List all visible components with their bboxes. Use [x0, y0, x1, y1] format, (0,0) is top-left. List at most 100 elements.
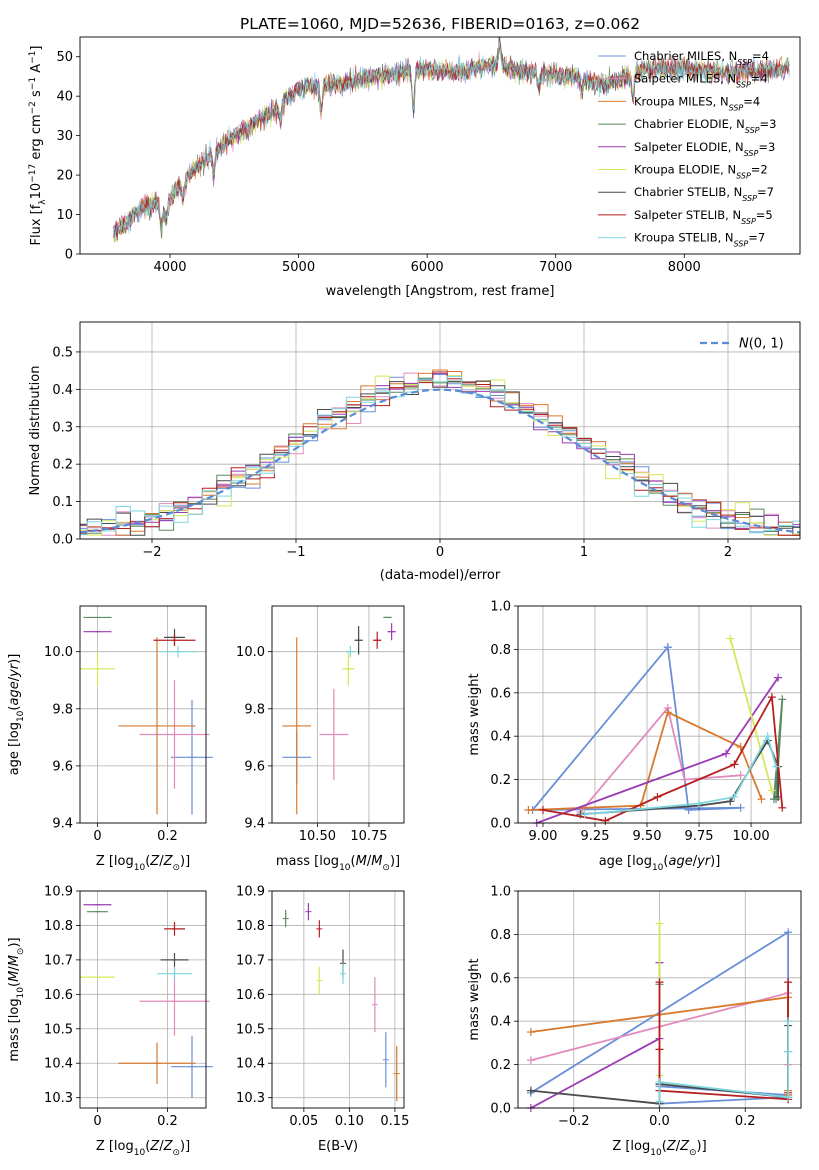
legend-entry: Salpeter ELODIE, NSSP=3 — [634, 140, 775, 158]
y-tick-label: 10.6 — [44, 988, 73, 1003]
legend-entry: Kroupa STELIB, NSSP=7 — [634, 231, 765, 249]
x-tick-label: 2 — [724, 545, 732, 560]
x-tick-label: 8000 — [668, 260, 701, 275]
weight-series-line — [542, 694, 784, 822]
x-tick-label: 0.10 — [335, 1114, 364, 1129]
weight-series-line — [579, 706, 741, 813]
y-tick-label: 10.7 — [236, 953, 265, 968]
x-tick-label: 0 — [436, 545, 444, 560]
y-tick-label: 20 — [56, 169, 73, 184]
x-tick-label: 9.00 — [528, 829, 557, 844]
y-tick-label: 0.8 — [490, 928, 511, 943]
legend-entry: Chabrier STELIB, NSSP=7 — [634, 185, 774, 203]
x-tick-label: 0.15 — [380, 1114, 409, 1129]
y-tick-label: 0.6 — [490, 686, 511, 701]
x-tick-label: 9.25 — [581, 829, 610, 844]
weight-point-marker — [653, 792, 662, 801]
y-tick-label: 10.7 — [44, 953, 73, 968]
x-tick-label: 4000 — [153, 260, 186, 275]
weight-point-marker — [784, 1047, 793, 1056]
y-tick-label: 10.0 — [236, 645, 265, 660]
axes-frame — [79, 605, 207, 824]
axes-frame — [271, 890, 405, 1109]
legend-entry: Kroupa ELODIE, NSSP=2 — [634, 163, 768, 181]
legend-entry: Chabrier MILES, NSSP=4 — [634, 49, 769, 67]
x-tick-label: 9.75 — [685, 829, 714, 844]
y-tick-label: 10.8 — [236, 919, 265, 934]
y-tick-label: 10.3 — [44, 1091, 73, 1106]
legend-entry: Kroupa MILES, NSSP=4 — [634, 94, 760, 112]
mass-vs-z-panel: 0 0.2 10.3 10.4 10.5 10.6 10.7 10.8 10.9 Z [log10… — [7, 885, 213, 1158]
y-tick-label: 9.4 — [244, 817, 265, 832]
weight-point-marker — [538, 805, 547, 814]
weight-point-marker — [695, 799, 704, 808]
weight-point-marker — [655, 919, 664, 928]
weight-point-marker — [772, 762, 781, 771]
x-tick-label: 0.2 — [735, 1114, 756, 1129]
axes-frame — [79, 321, 801, 540]
weight-point-marker — [655, 1097, 664, 1106]
x-tick-label: −2 — [142, 545, 161, 560]
mass-vs-ebv-panel: 0.05 0.10 0.15 10.3 10.4 10.5 10.6 10.7 10.8 10.9… — [236, 885, 409, 1155]
weight-point-marker — [784, 978, 793, 987]
y-tick-label: 10.0 — [44, 645, 73, 660]
weight-point-marker — [730, 760, 739, 769]
x-tick-label: 0.0 — [649, 1114, 670, 1129]
spectrum-panel: 4000 5000 6000 7000 8000 0 10 20 30 40 50 wavelengt… — [28, 36, 801, 299]
y-tick-label: 30 — [56, 129, 73, 144]
legend-entry: N(0, 1) — [739, 337, 784, 352]
y-tick-label: 10.9 — [44, 885, 73, 900]
y-tick-label: 0.2 — [490, 773, 511, 788]
weight-point-marker — [730, 792, 739, 801]
weight-vs-age-panel: 9.00 9.25 9.50 9.75 10.00 0.0 0.2 0.4 0.6 0.8 1.0 a… — [467, 600, 802, 873]
x-axis-label: Z [log10(Z/Z⊙)] — [612, 1139, 706, 1158]
weight-series-line — [530, 962, 661, 1108]
x-tick-label: 9.50 — [633, 829, 662, 844]
x-tick-label: 6000 — [411, 260, 444, 275]
weight-point-marker — [580, 810, 589, 819]
x-tick-label: 10.50 — [299, 829, 336, 844]
legend-entry: Salpeter STELIB, NSSP=5 — [634, 208, 773, 226]
y-tick-label: 9.8 — [244, 702, 265, 717]
y-tick-label: 40 — [56, 90, 73, 105]
y-tick-label: 10.5 — [44, 1022, 73, 1037]
y-tick-label: 0.0 — [490, 817, 511, 832]
y-tick-label: 0.6 — [490, 971, 511, 986]
y-tick-label: 50 — [56, 50, 73, 65]
x-tick-label: 0 — [93, 829, 101, 844]
weight-point-marker — [726, 634, 735, 643]
y-tick-label: 0.4 — [490, 730, 511, 745]
y-tick-label: 1.0 — [490, 885, 511, 900]
y-tick-label: 0.5 — [52, 345, 73, 360]
y-tick-label: 9.8 — [52, 702, 73, 717]
x-axis-label: age [log10(age/yr)] — [599, 854, 721, 873]
y-axis-label: mass weight — [467, 958, 482, 1040]
weight-series-line — [729, 638, 773, 791]
y-tick-label: 10.8 — [44, 919, 73, 934]
y-axis-label: Flux [fλ10−17 erg cm−2 s−1 A−1] — [28, 46, 48, 246]
y-tick-label: 0.8 — [490, 643, 511, 658]
y-tick-label: 1.0 — [490, 600, 511, 615]
x-tick-label: 10.75 — [350, 829, 387, 844]
x-axis-label: (data-model)/error — [380, 568, 501, 583]
x-axis-label: wavelength [Angstrom, rest frame] — [326, 284, 555, 299]
weight-point-marker — [680, 775, 689, 784]
weight-point-marker — [736, 771, 745, 780]
age-vs-z-panel: 0 0.2 9.4 9.6 9.8 10.0 Z [log10(Z/Z⊙)] age [log… — [7, 605, 213, 873]
y-tick-label: 0.0 — [490, 1102, 511, 1117]
figure-title: PLATE=1060, MJD=52636, FIBERID=0163, z=0… — [240, 15, 640, 33]
y-tick-label: 10.3 — [236, 1091, 265, 1106]
weight-point-marker — [778, 803, 787, 812]
x-tick-label: −0.2 — [558, 1114, 590, 1129]
weight-point-marker — [601, 816, 610, 825]
x-tick-label: 10.00 — [732, 829, 769, 844]
weight-point-marker — [767, 786, 776, 795]
weight-series-line — [530, 930, 789, 1105]
weight-point-marker — [767, 693, 776, 702]
x-axis-label: mass [log10(M/M⊙)] — [276, 854, 400, 873]
axes-frame — [79, 890, 207, 1109]
x-tick-label: −1 — [286, 545, 305, 560]
y-tick-label: 0.2 — [52, 458, 73, 473]
weight-point-marker — [763, 732, 772, 741]
